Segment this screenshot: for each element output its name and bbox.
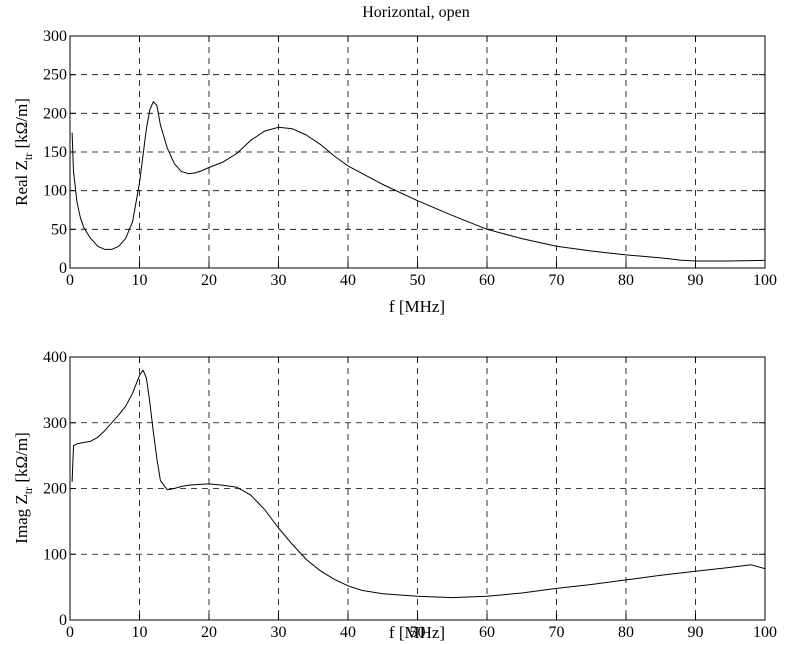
figure-title: Horizontal, open <box>362 4 470 21</box>
x-tick-label: 20 <box>201 624 217 641</box>
y-tick-label: 150 <box>43 144 67 161</box>
y-tick-labels: 0 100 200 300 400 <box>43 349 67 629</box>
gridlines <box>70 357 765 620</box>
x-tick-label: 60 <box>479 272 495 289</box>
y-axis-label-main: Real Z <box>12 160 31 206</box>
y-axis-label-main: Imag Z <box>12 494 31 544</box>
ticks <box>69 356 766 621</box>
x-tick-label: 70 <box>549 272 565 289</box>
y-axis-label-subscript: tr <box>21 153 35 160</box>
x-tick-labels: 0 10 20 30 40 50 60 70 80 90 100 <box>66 624 777 641</box>
x-tick-label: 80 <box>618 272 634 289</box>
y-axis-label: Imag Ztr [kΩ/m] <box>12 432 35 544</box>
x-tick-label: 50 <box>410 624 426 641</box>
y-axis-label: Real Ztr [kΩ/m] <box>12 98 35 206</box>
y-tick-label: 100 <box>43 183 67 200</box>
x-tick-label: 100 <box>753 624 777 641</box>
x-tick-label: 30 <box>271 272 287 289</box>
x-tick-label: 50 <box>410 272 426 289</box>
y-tick-label: 250 <box>43 67 67 84</box>
y-tick-label: 0 <box>59 260 67 277</box>
x-axis-label: f [MHz] <box>389 623 445 642</box>
gridlines <box>70 36 765 268</box>
y-tick-label: 300 <box>43 415 67 432</box>
x-tick-label: 30 <box>271 624 287 641</box>
x-tick-label: 60 <box>479 624 495 641</box>
x-tick-label: 10 <box>132 272 148 289</box>
y-tick-label: 0 <box>59 612 67 629</box>
x-tick-labels: 0 10 20 30 40 50 60 70 80 90 100 <box>66 272 777 289</box>
x-tick-label: 100 <box>753 272 777 289</box>
real-impedance-trace <box>71 101 766 262</box>
x-tick-label: 80 <box>618 624 634 641</box>
x-tick-label: 10 <box>132 624 148 641</box>
x-tick-label: 70 <box>549 624 565 641</box>
x-axis-label: f [MHz] <box>389 297 445 316</box>
y-axis-label-subscript: tr <box>21 487 35 494</box>
x-tick-label: 40 <box>340 272 356 289</box>
imag-impedance-panel: 0 10 20 30 40 50 60 70 80 90 100 0 100 200 300 400 f [… <box>12 349 777 642</box>
ticks <box>69 35 766 269</box>
y-axis-label-unit: [kΩ/m] <box>12 98 31 153</box>
x-tick-label: 90 <box>688 272 704 289</box>
y-axis-label-unit: [kΩ/m] <box>12 432 31 487</box>
x-tick-label: 40 <box>340 624 356 641</box>
y-tick-labels: 0 50 100 150 200 250 300 <box>43 28 67 277</box>
x-tick-label: 0 <box>66 272 74 289</box>
x-tick-label: 90 <box>688 624 704 641</box>
real-impedance-panel: 0 10 20 30 40 50 60 70 80 90 100 0 50 100 150 200 250 30… <box>12 28 777 316</box>
imag-impedance-trace <box>71 369 766 599</box>
y-tick-label: 400 <box>43 349 67 366</box>
x-tick-label: 0 <box>66 624 74 641</box>
x-tick-label: 20 <box>201 272 217 289</box>
y-tick-label: 100 <box>43 546 67 563</box>
y-tick-label: 200 <box>43 481 67 498</box>
y-tick-label: 300 <box>43 28 67 45</box>
y-tick-label: 200 <box>43 105 67 122</box>
y-tick-label: 50 <box>51 221 67 238</box>
